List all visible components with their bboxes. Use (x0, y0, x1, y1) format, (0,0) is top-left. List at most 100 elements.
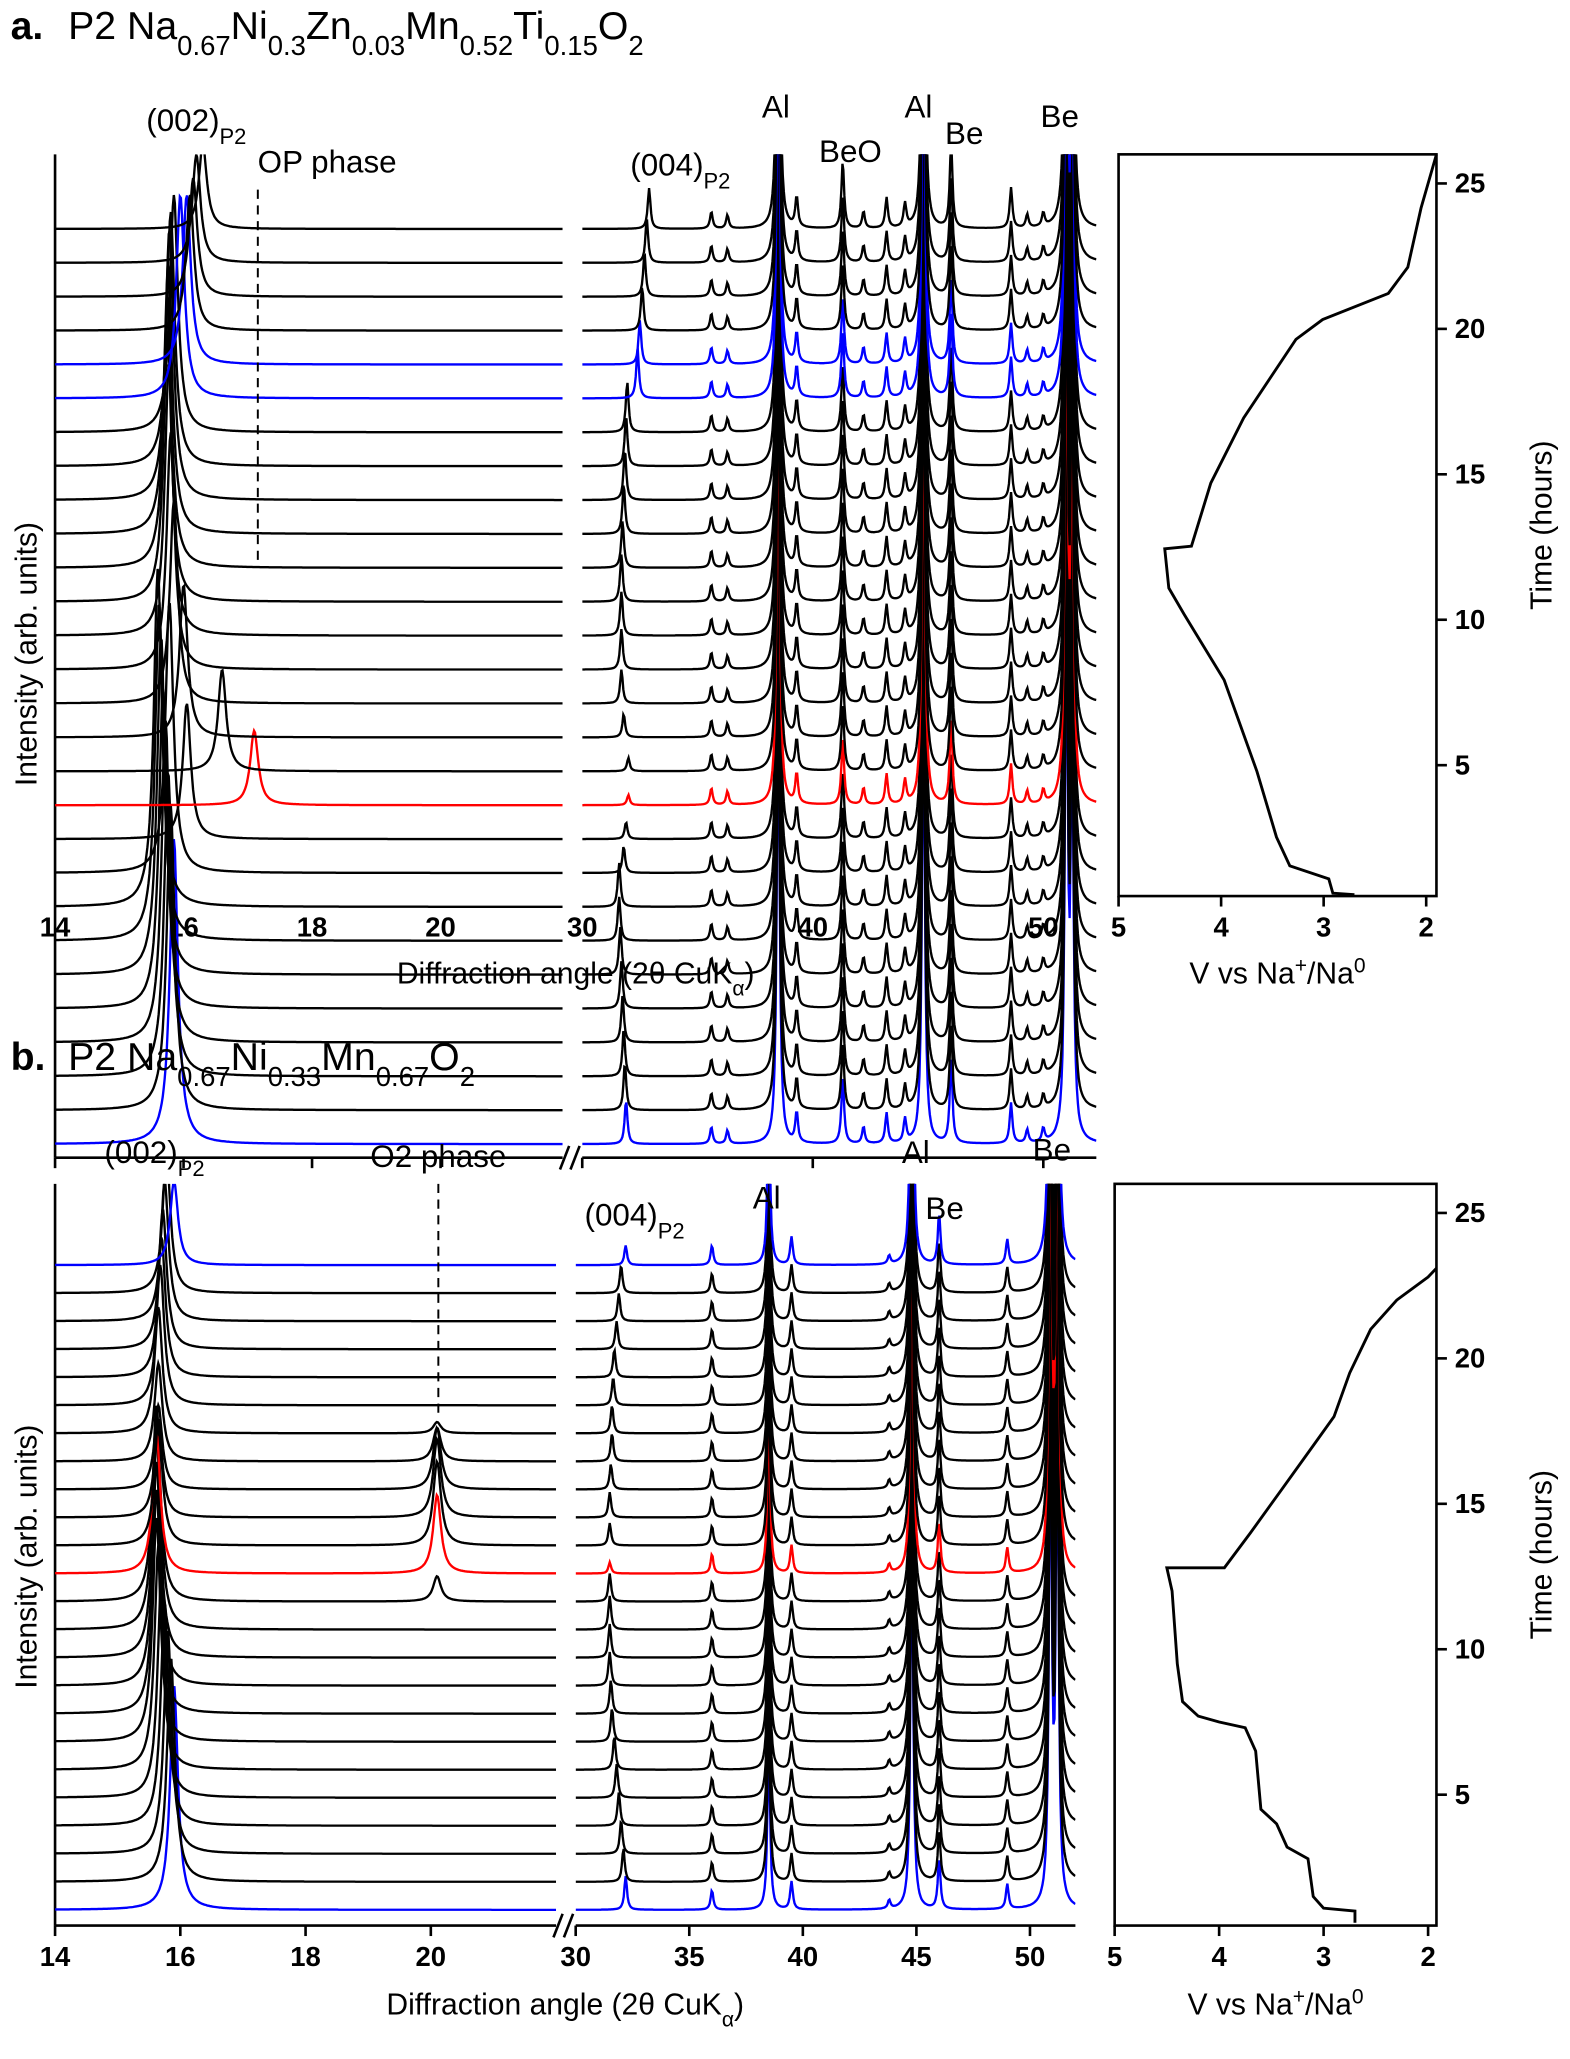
peak-annotation-part: Al (902, 1135, 930, 1170)
xrd-pattern (582, 541, 1097, 1112)
y-tick-label: 25 (1455, 1197, 1486, 1228)
xrd-pattern (55, 230, 563, 502)
peak-annotation-part: Al (904, 90, 932, 125)
x-tick-label: 2 (1420, 1941, 1435, 1972)
y-axis-label: Time (hours) (1526, 1470, 1559, 1639)
xrd-pattern (55, 1358, 557, 1463)
xrd-pattern (575, 1183, 1076, 1575)
panel-title-part: Ti (513, 4, 544, 48)
y-tick-label: 10 (1455, 604, 1486, 635)
panel-title-part: O (598, 4, 629, 48)
xrd-pattern (55, 264, 563, 536)
xrd-pattern (55, 195, 563, 366)
xrd-pattern (55, 1419, 557, 1547)
peak-annotation: Al (762, 90, 790, 125)
x-tick-label: 4 (1211, 1941, 1227, 1972)
peak-annotation: (004)P2 (630, 147, 730, 193)
peak-annotation-part: (004) (630, 147, 703, 182)
xrd-pattern (55, 154, 563, 264)
peak-annotation-part: (002) (104, 1135, 177, 1170)
xrd-pattern (55, 432, 563, 671)
plot-frame (1117, 153, 1438, 898)
x-tick-label: 50 (1015, 1941, 1046, 1972)
panel-title-sub: 2 (628, 30, 643, 61)
voltage-curve (1165, 1267, 1438, 1923)
xrd-pattern (582, 154, 1097, 705)
xrd-pattern (55, 703, 563, 841)
xrd-pattern (55, 499, 563, 705)
xrd-pattern (55, 1517, 557, 1743)
peak-annotation-sub: P2 (704, 168, 731, 193)
xrd-pattern (575, 1183, 1076, 1631)
x-tick-label: 2 (1419, 912, 1434, 943)
xrd-pattern (55, 194, 563, 434)
xrd-pattern (575, 1267, 1076, 1799)
panel-title-sub: 0.33 (268, 1061, 321, 1092)
xrd-pattern (575, 1183, 1076, 1351)
xrd-pattern (55, 1545, 557, 1771)
peak-annotation: Be (1041, 99, 1079, 134)
peak-annotation-part: Be (1041, 99, 1079, 134)
xrd-pattern (55, 772, 563, 1078)
xrd-pattern (55, 331, 563, 603)
xrd-pattern (55, 1685, 557, 1912)
axis-break (562, 1913, 575, 1938)
x-tick-label: 16 (165, 1941, 196, 1972)
x-tick-label: 18 (290, 1941, 321, 1972)
xrd-pattern (582, 154, 1097, 298)
panel-label: b. (11, 1035, 46, 1079)
y-axis-label: Time (hours) (1526, 441, 1559, 610)
axis-break (552, 1913, 564, 1938)
xrd-pattern (582, 371, 1097, 942)
xrd-pattern (55, 1433, 557, 1659)
xrd-pattern (582, 154, 1097, 230)
xrd-pattern (582, 575, 1097, 1146)
peak-annotation: (002)P2 (104, 1135, 204, 1181)
x-tick-label: 3 (1316, 1941, 1331, 1972)
panel-title-sub: 0.03 (352, 30, 405, 61)
xrd-pattern (582, 154, 1097, 502)
xrd-pattern (55, 1405, 557, 1631)
peak-annotation-part: OP phase (258, 145, 397, 180)
x-tick-label: 3 (1316, 912, 1331, 943)
axis-break (558, 1145, 571, 1170)
xrd-pattern (55, 297, 563, 570)
xrd-pattern (575, 1183, 1076, 1519)
x-axis-label-part: ) (745, 958, 755, 991)
xrd-pattern (575, 1379, 1076, 1911)
panel-title-sub: 0.15 (544, 30, 597, 61)
xrd-pattern (55, 1183, 557, 1267)
y-tick-label: 20 (1455, 313, 1486, 344)
xrd-pattern (582, 154, 1097, 569)
x-axis-label: V vs Na+/Na0 (1187, 1985, 1363, 2021)
panel-title-part: P2 Na (68, 1035, 177, 1079)
x-tick-label: 45 (901, 1941, 932, 1972)
xrd-pattern (582, 154, 1097, 366)
x-tick-label: 20 (425, 912, 456, 943)
panel-title-part: Mn (405, 4, 460, 48)
xrd-pattern (55, 177, 563, 298)
xrd-pattern (575, 1183, 1076, 1659)
x-tick-label: 18 (297, 912, 328, 943)
xrd-pattern (55, 687, 563, 1010)
panel-title-sub: 0.52 (460, 30, 513, 61)
peak-annotation: Be (925, 1191, 963, 1226)
x-axis-label-sub: α (732, 977, 744, 1000)
xrd-pattern (575, 1323, 1076, 1855)
x-tick-label: 30 (560, 1941, 591, 1972)
x-tick-label: 5 (1111, 912, 1126, 943)
panel-title-part: Mn (321, 1035, 376, 1079)
x-axis-label: Diffraction angle (2θ CuKα) (386, 1989, 744, 2032)
x-axis-label-part: /Na (1307, 958, 1354, 991)
peak-annotation: Al (753, 1181, 781, 1216)
xrd-pattern (55, 1630, 557, 1855)
xrd-pattern (582, 507, 1097, 1078)
xrd-pattern (582, 270, 1097, 841)
xrd-pattern (575, 1183, 1076, 1323)
xrd-pattern (582, 439, 1097, 1010)
xrd-pattern (582, 154, 1097, 400)
x-axis-label-part: V vs Na (1187, 1989, 1293, 2022)
panel-title-sub: 2 (460, 1061, 475, 1092)
